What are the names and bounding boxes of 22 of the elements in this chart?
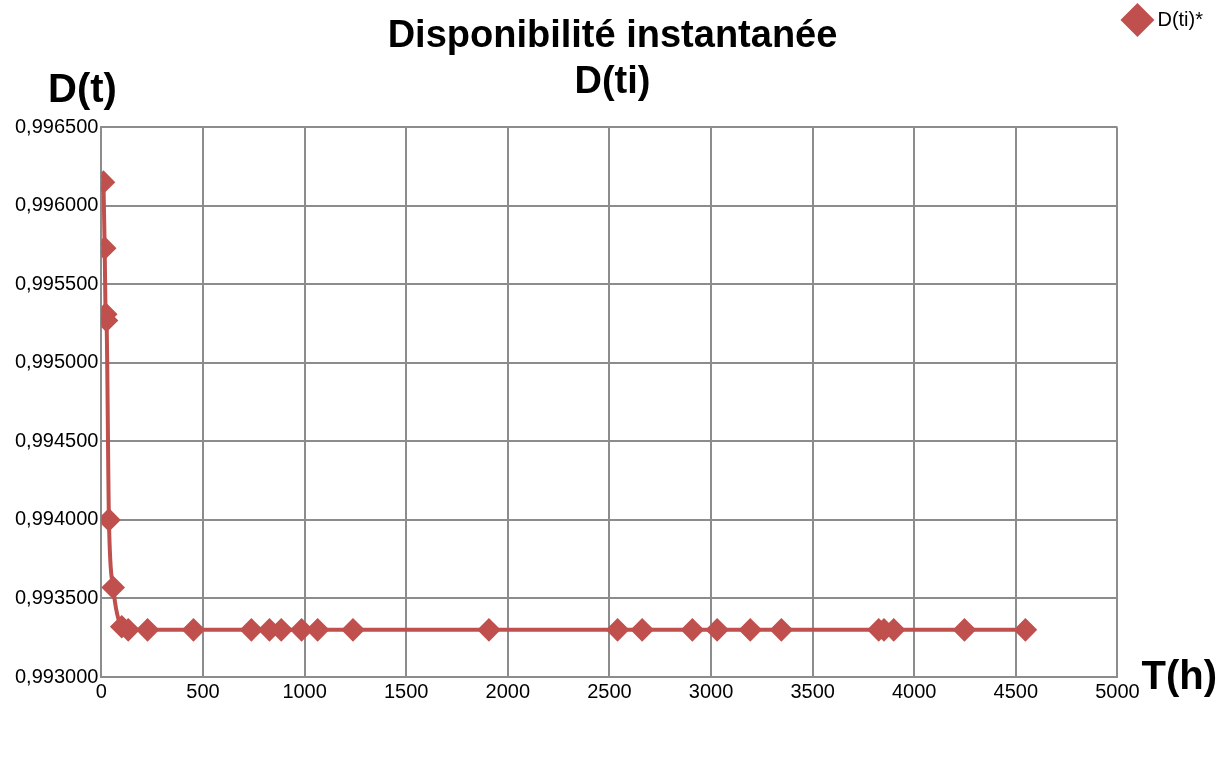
- y-tick-label: 0,996500: [15, 114, 99, 137]
- y-tick-label: 0,995500: [15, 271, 99, 294]
- x-tick-label: 4000: [892, 679, 937, 702]
- x-tick-label: 500: [186, 679, 220, 702]
- y-tick-label: 0,993500: [15, 585, 99, 608]
- x-tick-label: 2500: [587, 679, 632, 702]
- x-tick-label: 5000: [1095, 679, 1140, 702]
- y-tick-label: 0,995000: [15, 350, 99, 373]
- x-tick-label: 1000: [282, 679, 327, 702]
- x-axis-title: T(h): [1141, 653, 1217, 697]
- y-tick-label: 0,994000: [15, 507, 99, 530]
- x-tick-label: 2000: [485, 679, 531, 702]
- y-axis-title: D(t): [48, 66, 117, 110]
- x-tick-label: 4500: [993, 679, 1039, 702]
- y-tick-label: 0,994500: [15, 428, 99, 451]
- x-tick-label: 1500: [383, 679, 429, 702]
- chart-title: Disponibilité instantanée: [387, 13, 838, 56]
- x-tick-label: 3000: [688, 679, 734, 702]
- legend-label: D(ti)*: [1157, 7, 1204, 30]
- chart-subtitle: D(ti): [574, 58, 651, 101]
- y-tick-label: 0,996000: [15, 193, 99, 216]
- x-tick-label: 3500: [790, 679, 835, 702]
